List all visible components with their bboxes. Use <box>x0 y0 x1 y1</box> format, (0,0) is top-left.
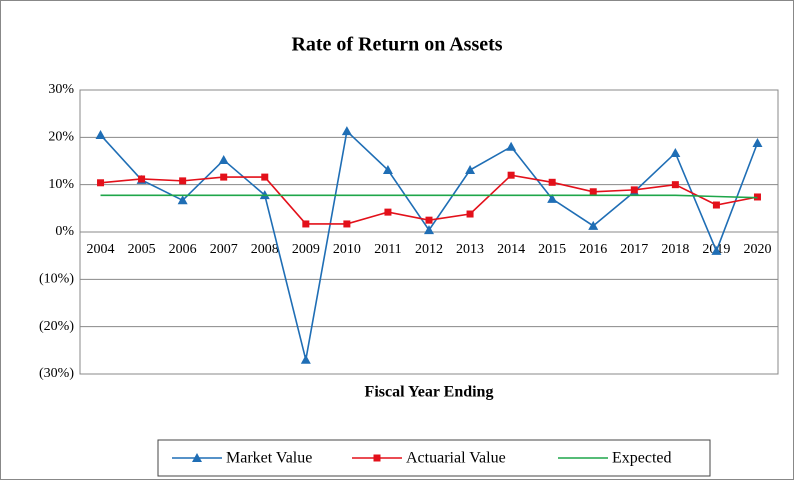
y-tick-label: (10%) <box>39 272 74 287</box>
legend-marker <box>373 454 381 462</box>
legend-marker <box>192 453 202 462</box>
marker <box>179 177 187 185</box>
marker <box>589 188 597 196</box>
legend-label: Market Value <box>226 450 312 467</box>
x-tick-label: 2020 <box>743 242 771 257</box>
marker <box>630 186 638 194</box>
x-tick-label: 2012 <box>415 242 443 257</box>
marker <box>97 179 105 187</box>
plot-border <box>79 89 779 375</box>
legend-label: Expected <box>612 450 672 467</box>
marker <box>95 129 106 139</box>
x-tick-label: 2005 <box>128 242 156 257</box>
marker <box>548 178 556 186</box>
marker <box>382 164 393 174</box>
x-tick-label: 2018 <box>661 242 689 257</box>
y-tick-label: (30%) <box>39 366 74 381</box>
x-tick-label: 2016 <box>579 242 607 257</box>
marker <box>671 181 679 189</box>
marker <box>341 126 352 136</box>
marker <box>712 201 720 209</box>
marker <box>465 164 476 174</box>
x-tick-label: 2004 <box>87 242 115 257</box>
marker <box>425 216 433 224</box>
marker <box>670 147 681 157</box>
series-line <box>100 194 758 199</box>
y-tick-label: 0% <box>55 224 74 239</box>
marker <box>343 220 351 228</box>
marker <box>466 210 474 218</box>
marker <box>177 195 188 205</box>
marker <box>547 193 558 203</box>
x-axis-title: Fiscal Year Ending <box>365 384 494 401</box>
legend-label: Actuarial Value <box>406 450 506 467</box>
marker <box>218 155 229 165</box>
legend-box <box>157 439 711 477</box>
chart-title: Rate of Return on Assets <box>291 34 502 56</box>
marker <box>220 173 228 181</box>
y-tick-label: 10% <box>48 177 74 192</box>
x-tick-label: 2011 <box>374 242 401 257</box>
y-tick-label: 20% <box>48 130 74 145</box>
marker <box>261 173 269 181</box>
x-tick-label: 2017 <box>620 242 648 257</box>
x-tick-label: 2014 <box>497 242 525 257</box>
x-tick-label: 2015 <box>538 242 566 257</box>
x-tick-label: 2010 <box>333 242 361 257</box>
marker <box>507 171 515 179</box>
x-tick-label: 2009 <box>292 242 320 257</box>
marker <box>424 225 434 235</box>
marker <box>752 138 763 148</box>
y-tick-label: (20%) <box>39 319 74 334</box>
x-tick-label: 2013 <box>456 242 484 257</box>
x-tick-label: 2007 <box>210 242 238 257</box>
marker <box>506 141 517 151</box>
x-tick-label: 2008 <box>251 242 279 257</box>
marker <box>711 245 722 255</box>
marker <box>302 220 310 228</box>
marker <box>588 220 599 230</box>
x-tick-label: 2006 <box>169 242 197 257</box>
marker <box>384 208 392 216</box>
marker <box>138 175 146 183</box>
y-tick-label: 30% <box>48 82 74 97</box>
marker <box>300 354 311 364</box>
